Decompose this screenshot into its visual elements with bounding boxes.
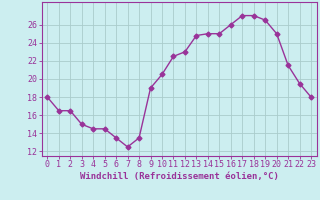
X-axis label: Windchill (Refroidissement éolien,°C): Windchill (Refroidissement éolien,°C) <box>80 172 279 181</box>
